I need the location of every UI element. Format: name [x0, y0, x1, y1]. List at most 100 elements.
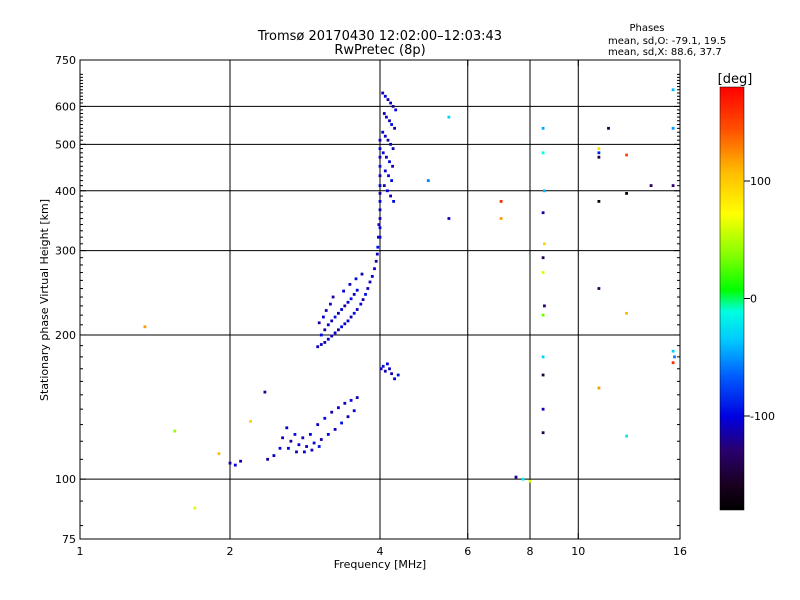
phases-line-1: mean, sd,O: -79.1, 19.5	[608, 36, 726, 47]
data-point	[386, 362, 389, 366]
grid-lines	[80, 60, 680, 539]
data-point	[625, 192, 628, 195]
data-point	[394, 108, 398, 112]
data-point	[366, 287, 370, 290]
data-point	[337, 406, 340, 410]
data-point	[343, 322, 347, 326]
data-point	[374, 259, 378, 263]
data-point	[390, 179, 393, 182]
data-point	[383, 169, 387, 173]
data-point	[625, 153, 628, 157]
data-point	[541, 313, 545, 317]
data-point	[387, 174, 390, 178]
data-point	[426, 179, 430, 182]
data-point	[379, 367, 383, 371]
data-point	[385, 115, 388, 119]
data-point	[378, 200, 382, 203]
data-point	[377, 235, 380, 239]
data-point	[541, 373, 545, 377]
data-point	[541, 151, 545, 155]
data-point	[543, 189, 546, 193]
colorbar-label: [deg]	[718, 72, 753, 87]
data-point	[541, 126, 545, 130]
data-point	[607, 126, 610, 130]
data-point	[373, 267, 376, 271]
x-axis-ticks: 1 2 4 6 8 10 16	[77, 60, 687, 558]
data-point	[333, 331, 337, 335]
data-point	[447, 115, 451, 119]
data-point	[352, 409, 356, 413]
data-point	[349, 399, 353, 402]
data-point	[272, 454, 276, 457]
y-tick-label: 600	[55, 100, 76, 113]
x-axis-label: Frequency [MHz]	[334, 558, 426, 571]
data-point	[625, 434, 628, 438]
data-points	[143, 88, 676, 510]
data-point	[346, 300, 350, 304]
x-tick-label: 1	[77, 545, 84, 558]
data-point	[329, 302, 332, 306]
data-point	[348, 283, 352, 286]
data-point	[391, 105, 395, 108]
data-point	[287, 446, 290, 450]
data-point	[228, 461, 232, 465]
data-point	[499, 217, 503, 220]
data-point	[330, 410, 334, 414]
x-tick-label: 4	[377, 545, 384, 558]
data-point	[383, 369, 387, 373]
data-point	[340, 325, 343, 329]
data-point	[233, 463, 237, 467]
data-point	[333, 428, 337, 431]
data-point	[671, 184, 675, 187]
data-point	[390, 123, 393, 126]
y-tick-label: 100	[55, 473, 76, 486]
data-point	[392, 200, 395, 203]
data-point	[389, 101, 392, 105]
data-point	[597, 147, 601, 150]
data-point	[316, 345, 320, 349]
data-point	[360, 272, 364, 276]
data-point	[330, 334, 334, 338]
data-point	[377, 223, 381, 226]
data-point	[173, 429, 177, 433]
data-point	[378, 184, 382, 187]
data-point	[499, 200, 503, 203]
data-point	[349, 315, 353, 319]
data-point	[354, 277, 358, 281]
data-point	[671, 88, 675, 92]
data-point	[673, 355, 676, 359]
data-point	[597, 386, 601, 390]
data-point	[319, 438, 323, 441]
data-point	[528, 479, 532, 483]
colorbar-tick-label: -100	[750, 410, 775, 423]
data-point	[383, 94, 387, 98]
data-point	[671, 361, 675, 365]
data-point	[541, 407, 545, 411]
data-point	[333, 315, 337, 319]
data-point	[317, 445, 321, 448]
data-point	[378, 147, 382, 150]
data-point	[378, 235, 382, 239]
data-point	[671, 126, 675, 130]
data-point	[337, 311, 340, 315]
data-point	[386, 98, 390, 101]
data-point	[324, 309, 328, 312]
data-point	[346, 415, 350, 419]
data-point	[388, 160, 391, 164]
data-point	[393, 126, 396, 130]
data-point	[352, 293, 356, 296]
data-point	[378, 138, 382, 142]
data-point	[143, 325, 147, 329]
data-point	[293, 433, 297, 436]
data-point	[319, 333, 323, 337]
data-point	[289, 439, 293, 443]
data-point	[361, 298, 365, 301]
y-tick-label: 300	[55, 245, 76, 258]
data-point	[346, 319, 350, 323]
data-point	[303, 450, 306, 454]
data-point	[541, 431, 545, 435]
data-point	[330, 319, 334, 323]
data-point	[337, 328, 340, 332]
data-point	[323, 341, 327, 344]
data-point	[317, 321, 321, 325]
